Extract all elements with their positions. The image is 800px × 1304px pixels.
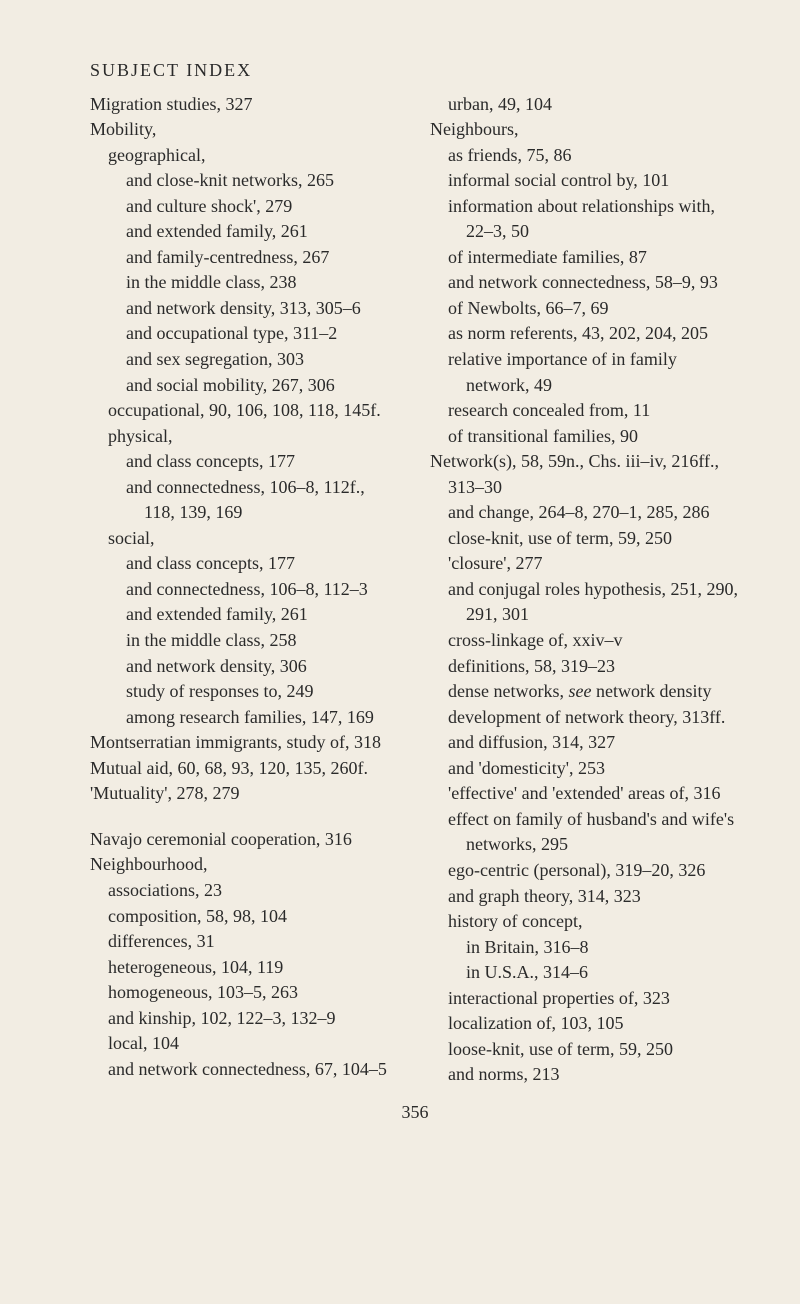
index-entry: in the middle class, 258 (126, 628, 400, 654)
index-entry: homogeneous, 103–5, 263 (108, 980, 400, 1006)
index-entry: in the middle class, 238 (126, 270, 400, 296)
index-entry: research concealed from, 11 (448, 398, 740, 424)
index-entry: physical, (108, 424, 400, 450)
index-entry: development of network theory, 313ff. (448, 705, 740, 731)
index-entry: and extended family, 261 (126, 602, 400, 628)
index-entry: and network density, 306 (126, 654, 400, 680)
index-entry: associations, 23 (108, 878, 400, 904)
index-entry: ego-centric (personal), 319–20, 326 (448, 858, 740, 884)
index-entry: and close-knit networks, 265 (126, 168, 400, 194)
index-entry: loose-knit, use of term, 59, 250 (448, 1037, 740, 1063)
left-column: Migration studies, 327Mobility,geographi… (90, 92, 400, 1088)
index-entry: occupational, 90, 106, 108, 118, 145f. (108, 398, 400, 424)
index-entry: and 'domesticity', 253 (448, 756, 740, 782)
index-entry: among research families, 147, 169 (126, 705, 400, 731)
index-columns: Migration studies, 327Mobility,geographi… (90, 92, 740, 1088)
index-entry: as norm referents, 43, 202, 204, 205 (448, 321, 740, 347)
index-entry: 'closure', 277 (448, 551, 740, 577)
index-entry: Navajo ceremonial cooperation, 316 (90, 827, 400, 853)
index-entry: and network connectedness, 58–9, 93 (448, 270, 740, 296)
section-spacer (90, 807, 400, 827)
index-entry: history of concept, (448, 909, 740, 935)
index-entry: in Britain, 316–8 (466, 935, 740, 961)
index-entry: interactional properties of, 323 (448, 986, 740, 1012)
index-entry: heterogeneous, 104, 119 (108, 955, 400, 981)
index-entry: of transitional families, 90 (448, 424, 740, 450)
index-entry: and change, 264–8, 270–1, 285, 286 (448, 500, 740, 526)
index-entry: and network density, 313, 305–6 (126, 296, 400, 322)
index-entry: of Newbolts, 66–7, 69 (448, 296, 740, 322)
index-entry: and connectedness, 106–8, 112–3 (126, 577, 400, 603)
index-entry: informal social control by, 101 (448, 168, 740, 194)
index-entry: and culture shock', 279 (126, 194, 400, 220)
index-entry: and class concepts, 177 (126, 551, 400, 577)
index-entry: and extended family, 261 (126, 219, 400, 245)
index-entry: Migration studies, 327 (90, 92, 400, 118)
index-entry: localization of, 103, 105 (448, 1011, 740, 1037)
index-entry: 'effective' and 'extended' areas of, 316 (448, 781, 740, 807)
right-column: urban, 49, 104Neighbours,as friends, 75,… (430, 92, 740, 1088)
index-entry: differences, 31 (108, 929, 400, 955)
index-entry: and norms, 213 (448, 1062, 740, 1088)
index-entry: geographical, (108, 143, 400, 169)
index-entry: as friends, 75, 86 (448, 143, 740, 169)
index-entry: and sex segregation, 303 (126, 347, 400, 373)
index-entry: urban, 49, 104 (448, 92, 740, 118)
index-entry: and kinship, 102, 122–3, 132–9 (108, 1006, 400, 1032)
index-entry: Neighbours, (430, 117, 740, 143)
index-entry: effect on family of husband's and wife's… (448, 807, 740, 858)
index-entry: and diffusion, 314, 327 (448, 730, 740, 756)
index-entry: composition, 58, 98, 104 (108, 904, 400, 930)
index-entry: and connectedness, 106–8, 112f., 118, 13… (126, 475, 400, 526)
index-entry: close-knit, use of term, 59, 250 (448, 526, 740, 552)
index-entry: definitions, 58, 319–23 (448, 654, 740, 680)
index-entry: Neighbourhood, (90, 852, 400, 878)
index-entry: and network connectedness, 67, 104–5 (108, 1057, 400, 1083)
index-entry: social, (108, 526, 400, 552)
page-header: SUBJECT INDEX (90, 58, 740, 84)
index-entry: Montserratian immigrants, study of, 318 (90, 730, 400, 756)
index-entry: cross-linkage of, xxiv–v (448, 628, 740, 654)
index-entry: local, 104 (108, 1031, 400, 1057)
index-entry: and social mobility, 267, 306 (126, 373, 400, 399)
index-entry: relative importance of in family network… (448, 347, 740, 398)
index-entry: and occupational type, 311–2 (126, 321, 400, 347)
index-entry: dense networks, see network density (448, 679, 740, 705)
index-entry: Network(s), 58, 59n., Chs. iii–iv, 216ff… (430, 449, 740, 500)
index-entry: Mutual aid, 60, 68, 93, 120, 135, 260f. (90, 756, 400, 782)
index-entry: and conjugal roles hypothesis, 251, 290,… (448, 577, 740, 628)
index-entry: and family-centredness, 267 (126, 245, 400, 271)
page-number: 356 (90, 1100, 740, 1126)
index-entry: information about relationships with, 22… (448, 194, 740, 245)
index-entry: Mobility, (90, 117, 400, 143)
index-entry: and graph theory, 314, 323 (448, 884, 740, 910)
index-entry: study of responses to, 249 (126, 679, 400, 705)
index-entry: of intermediate families, 87 (448, 245, 740, 271)
index-entry: 'Mutuality', 278, 279 (90, 781, 400, 807)
index-entry: in U.S.A., 314–6 (466, 960, 740, 986)
index-entry: and class concepts, 177 (126, 449, 400, 475)
